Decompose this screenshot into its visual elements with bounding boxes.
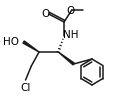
Text: Cl: Cl: [20, 83, 31, 93]
Text: NH: NH: [63, 30, 79, 40]
Polygon shape: [23, 41, 39, 52]
Polygon shape: [58, 52, 74, 65]
Text: HO: HO: [3, 37, 19, 47]
Text: O: O: [67, 6, 75, 16]
Text: O: O: [42, 9, 50, 19]
